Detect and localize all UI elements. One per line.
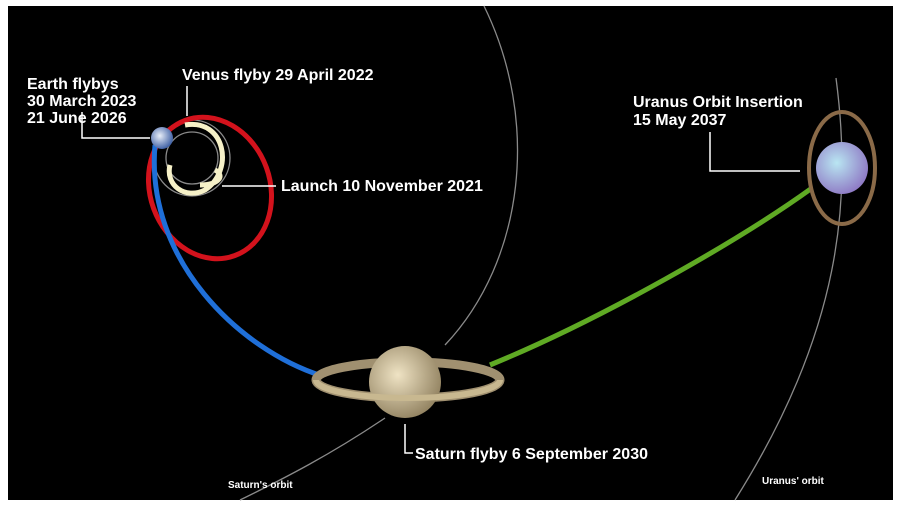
label: Launch 10 November 2021 <box>281 178 483 195</box>
label: Saturn's orbit <box>228 480 293 491</box>
saturn <box>369 346 441 418</box>
label: Uranus' orbit <box>762 476 824 487</box>
uranus <box>816 142 868 194</box>
label: Venus flyby 29 April 2022 <box>182 67 374 84</box>
earth <box>151 127 173 149</box>
label: 30 March 2023 <box>27 93 137 110</box>
label: 21 June 2026 <box>27 110 127 127</box>
label: Earth flybys <box>27 76 119 93</box>
label: 15 May 2037 <box>633 112 727 129</box>
background <box>8 6 893 500</box>
diagram: Earth flybys 30 March 2023 21 June 2026 … <box>0 0 901 508</box>
label: Uranus Orbit Insertion <box>633 94 803 111</box>
label: Saturn flyby 6 September 2030 <box>415 446 648 463</box>
